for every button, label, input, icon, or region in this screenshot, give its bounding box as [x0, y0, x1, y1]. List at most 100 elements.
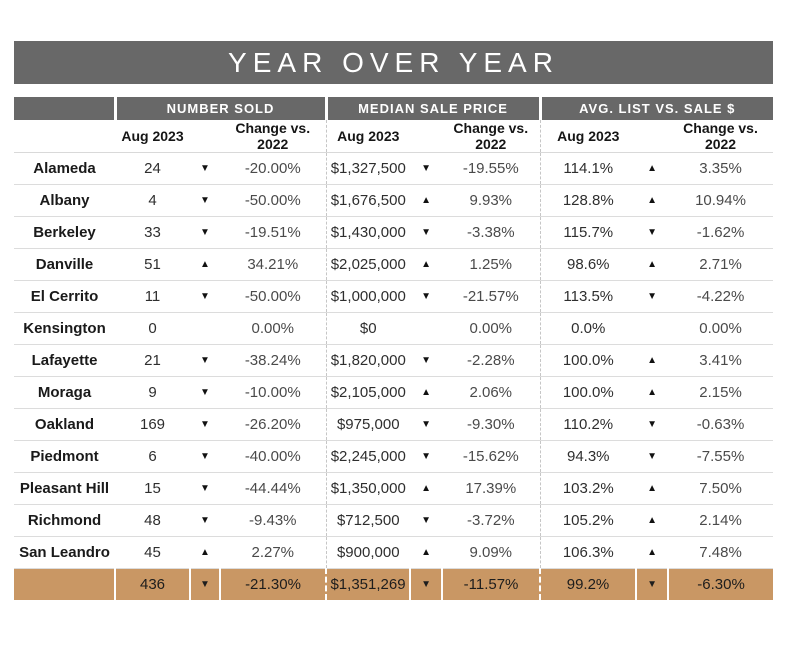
value-cell: $900,000: [325, 536, 411, 569]
change-cell: -19.51%: [220, 216, 327, 249]
down-arrow-icon: ▼: [190, 152, 220, 185]
change-cell: -40.00%: [220, 440, 327, 473]
sub-header-av-spacer: [636, 120, 669, 153]
table-row: Alameda 24 ▼ -20.00% $1,327,500 ▼ -19.55% 114.1…: [14, 152, 774, 185]
change-cell: 2.06%: [442, 376, 541, 409]
group-header-median-sale-price: MEDIAN SALE PRICE: [324, 97, 541, 120]
down-arrow-icon: ▼: [190, 376, 220, 409]
down-arrow-icon: ▼: [410, 504, 443, 537]
value-cell: 0: [115, 312, 190, 345]
change-cell: 0.00%: [442, 312, 541, 345]
no-arrow: [410, 312, 443, 345]
change-cell: -10.00%: [220, 376, 327, 409]
page-title: YEAR OVER YEAR: [228, 46, 559, 78]
change-cell: -9.30%: [442, 408, 541, 441]
value-cell: 9: [115, 376, 190, 409]
value-cell: 51: [115, 248, 190, 281]
table-row: Richmond 48 ▼ -9.43% $712,500 ▼ -3.72% 105.2% ▲ 2…: [14, 504, 774, 537]
up-arrow-icon: ▲: [410, 248, 443, 281]
city-cell: El Cerrito: [14, 280, 115, 313]
change-cell: 9.09%: [442, 536, 541, 569]
up-arrow-icon: ▲: [410, 376, 443, 409]
down-arrow-icon: ▼: [410, 152, 443, 185]
city-cell: Berkeley: [14, 216, 115, 249]
change-cell: 1.25%: [442, 248, 541, 281]
change-cell: -21.30%: [218, 568, 327, 600]
change-cell: 3.35%: [668, 152, 774, 185]
change-cell: 17.39%: [442, 472, 541, 505]
group-header-avg-list-vs-sale: AVG. LIST VS. SALE $: [538, 97, 774, 120]
table-row: Lafayette 21 ▼ -38.24% $1,820,000 ▼ -2.28% 100.…: [14, 344, 774, 377]
down-arrow-icon: ▼: [410, 216, 443, 249]
value-cell: $1,000,000: [325, 280, 411, 313]
up-arrow-icon: ▲: [636, 536, 669, 569]
up-arrow-icon: ▲: [410, 472, 443, 505]
value-cell: 0.0%: [539, 312, 637, 345]
sub-header-ms-period: Aug 2023: [325, 120, 411, 153]
change-cell: 2.27%: [220, 536, 327, 569]
up-arrow-icon: ▲: [190, 536, 220, 569]
sub-header-row: Aug 2023 Change vs. 2022 Aug 2023 Change…: [14, 120, 774, 153]
sub-header-av-change: Change vs. 2022: [668, 120, 774, 153]
value-cell: 115.7%: [539, 216, 637, 249]
city-cell: Richmond: [14, 504, 115, 537]
table-row: Oakland 169 ▼ -26.20% $975,000 ▼ -9.30% 110.2% ▼…: [14, 408, 774, 441]
city-cell: Albany: [14, 184, 115, 217]
sub-header-av-period: Aug 2023: [539, 120, 637, 153]
city-cell: Pleasant Hill: [14, 472, 115, 505]
value-cell: $1,350,000: [325, 472, 411, 505]
city-cell: Piedmont: [14, 440, 115, 473]
title-banner: YEAR OVER YEAR: [14, 41, 773, 84]
change-cell: -19.55%: [442, 152, 541, 185]
city-cell: Lafayette: [14, 344, 115, 377]
value-cell: 11: [115, 280, 190, 313]
value-cell: 100.0%: [539, 344, 637, 377]
value-cell: 94.3%: [539, 440, 637, 473]
sub-header-ns-change: Change vs. 2022: [220, 120, 327, 153]
city-cell: San Leandro: [14, 536, 115, 569]
sub-header-ns-period: Aug 2023: [115, 120, 190, 153]
change-cell: -50.00%: [220, 184, 327, 217]
table-row: San Leandro 45 ▲ 2.27% $900,000 ▲ 9.09% 106.3% ▲…: [14, 536, 774, 569]
down-arrow-icon: ▼: [190, 408, 220, 441]
value-cell: 128.8%: [539, 184, 637, 217]
value-cell: $2,105,000: [325, 376, 411, 409]
value-cell: $1,676,500: [325, 184, 411, 217]
city-cell: Danville: [14, 248, 115, 281]
down-arrow-icon: ▼: [635, 568, 669, 600]
city-cell: Alameda: [14, 152, 115, 185]
change-cell: -26.20%: [220, 408, 327, 441]
down-arrow-icon: ▼: [410, 440, 443, 473]
change-cell: 2.14%: [668, 504, 774, 537]
change-cell: 3.41%: [668, 344, 774, 377]
down-arrow-icon: ▼: [636, 216, 669, 249]
change-cell: -0.63%: [668, 408, 774, 441]
change-cell: 9.93%: [442, 184, 541, 217]
value-cell: 105.2%: [539, 504, 637, 537]
value-cell: 113.5%: [539, 280, 637, 313]
no-arrow: [190, 312, 220, 345]
value-cell: 99.2%: [539, 568, 637, 600]
down-arrow-icon: ▼: [190, 216, 220, 249]
value-cell: 100.0%: [539, 376, 637, 409]
up-arrow-icon: ▲: [636, 184, 669, 217]
table-row: Danville 51 ▲ 34.21% $2,025,000 ▲ 1.25% 98.6% ▲ 2…: [14, 248, 774, 281]
down-arrow-icon: ▼: [636, 440, 669, 473]
table-row: Berkeley 33 ▼ -19.51% $1,430,000 ▼ -3.38% 115.7…: [14, 216, 774, 249]
change-cell: -4.22%: [668, 280, 774, 313]
table-row: Pleasant Hill 15 ▼ -44.44% $1,350,000 ▲ 17.39%…: [14, 472, 774, 505]
down-arrow-icon: ▼: [190, 504, 220, 537]
up-arrow-icon: ▲: [410, 536, 443, 569]
value-cell: $1,327,500: [325, 152, 411, 185]
sub-header-ns-spacer: [190, 120, 220, 153]
down-arrow-icon: ▼: [410, 280, 443, 313]
city-cell: [14, 568, 115, 600]
up-arrow-icon: ▲: [636, 344, 669, 377]
down-arrow-icon: ▼: [190, 280, 220, 313]
value-cell: 33: [115, 216, 190, 249]
up-arrow-icon: ▲: [636, 472, 669, 505]
change-cell: 0.00%: [668, 312, 774, 345]
down-arrow-icon: ▼: [409, 568, 443, 600]
down-arrow-icon: ▼: [410, 344, 443, 377]
